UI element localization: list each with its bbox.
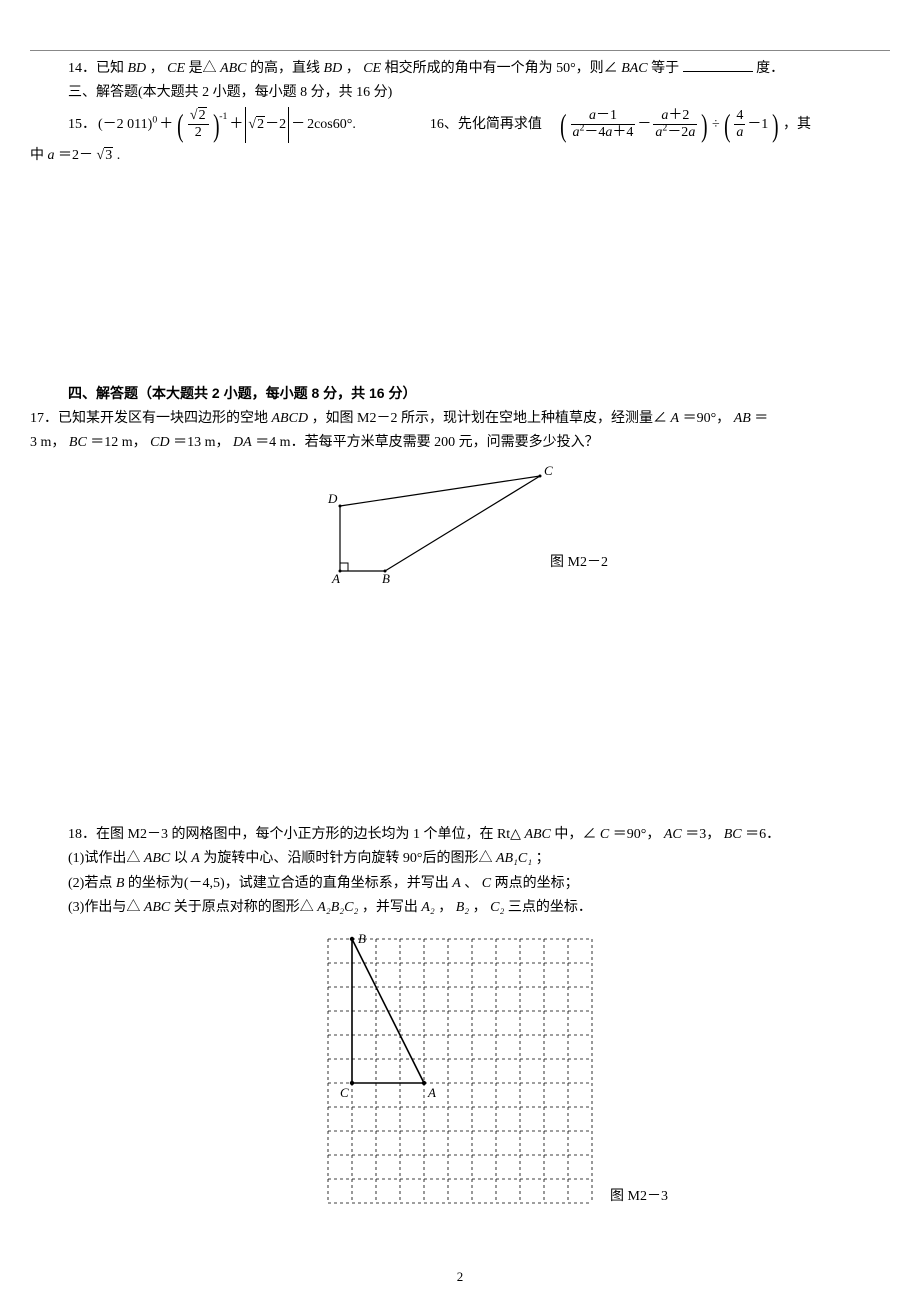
- svg-text:C: C: [340, 1085, 349, 1100]
- q15-label: 15．: [68, 107, 96, 143]
- q16-line2: 中 a ＝2－ 3 .: [30, 145, 890, 167]
- q15-base: (－2 011)0: [98, 107, 157, 143]
- q18-line3: (2)若点 B 的坐标为(－4,5)，试建立合适的直角坐标系，并写出 A 、 C…: [30, 873, 890, 895]
- svg-text:B: B: [358, 931, 366, 946]
- page-number: 2: [0, 1269, 920, 1285]
- q18-line1: 18．在图 M2－3 的网格图中，每个小正方形的边长均为 1 个单位，在 Rt△…: [30, 824, 890, 846]
- q14-text: 14．已知: [68, 61, 128, 76]
- q17-line1: 17．已知某开发区有一块四边形的空地 ABCD ，如图 M2－2 所示，现计划在…: [30, 408, 890, 430]
- q15-frac: 2 2: [188, 109, 209, 140]
- lparen-icon: (: [177, 109, 183, 141]
- q14: 14．已知 BD ， CE 是△ ABC 的高，直线 BD ， CE 相交所成的…: [30, 57, 890, 80]
- quad-svg: A B C D: [290, 461, 630, 591]
- rparen3-icon: ): [772, 109, 778, 141]
- fig1-caption: 图 M2－2: [550, 551, 608, 571]
- q15-cos: 2cos60°.: [307, 107, 356, 143]
- q16-label: 16、先化简再求值: [430, 107, 542, 143]
- rparen-icon: ): [213, 109, 219, 141]
- svg-text:C: C: [544, 463, 553, 478]
- q16-frac1: a－1 a2－4a＋4: [571, 109, 636, 140]
- grid-svg: C A B: [314, 925, 606, 1217]
- lparen3-icon: (: [724, 109, 730, 141]
- q17-line2: 3 m， BC ＝12 m， CD ＝13 m， DA ＝4 m．若每平方米草皮…: [30, 432, 890, 454]
- svg-text:A: A: [427, 1085, 436, 1100]
- q15-abs: 2－2: [245, 107, 289, 143]
- figure-m2-2: A B C D 图 M2－2: [30, 461, 890, 596]
- top-rule: [30, 50, 890, 51]
- q14-blank: [683, 57, 753, 72]
- svg-text:A: A: [331, 571, 340, 586]
- svg-text:D: D: [327, 491, 338, 506]
- lparen2-icon: (: [560, 109, 566, 141]
- q16-frac2: a＋2 a2－2a: [653, 109, 697, 140]
- q18-line4: (3)作出与△ ABC 关于原点对称的图形△ A₂B₂C₂ ，并写出 A₂ ， …: [30, 897, 890, 919]
- q14-bd: BD: [128, 61, 147, 76]
- rparen2-icon: ): [701, 109, 707, 141]
- q14-ce: CE: [167, 61, 185, 76]
- fig2-caption: 图 M2－3: [610, 1185, 668, 1205]
- svg-text:B: B: [382, 571, 390, 586]
- section4-heading: 四、解答题（本大题共 2 小题，每小题 8 分，共 16 分）: [30, 382, 890, 406]
- q16-frac3: 4 a: [734, 109, 745, 140]
- q18-line2: (1)试作出△ ABC 以 A 为旋转中心、沿顺时针方向旋转 90°后的图形△ …: [30, 848, 890, 870]
- section3-heading: 三、解答题(本大题共 2 小题，每小题 8 分，共 16 分): [30, 82, 890, 104]
- q15-q16-row: 15． (－2 011)0 ＋ ( 2 2 ) -1 ＋ 2－2 － 2cos6…: [30, 107, 890, 143]
- figure-m2-3: C A B 图 M2－3: [30, 925, 890, 1222]
